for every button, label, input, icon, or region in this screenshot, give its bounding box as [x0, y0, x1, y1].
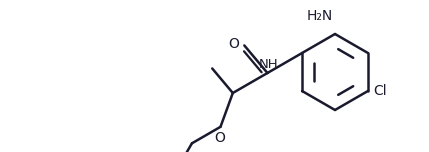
Text: O: O — [214, 131, 225, 145]
Text: NH: NH — [259, 59, 279, 71]
Text: Cl: Cl — [373, 84, 387, 98]
Text: O: O — [228, 37, 239, 51]
Text: H₂N: H₂N — [307, 9, 333, 23]
